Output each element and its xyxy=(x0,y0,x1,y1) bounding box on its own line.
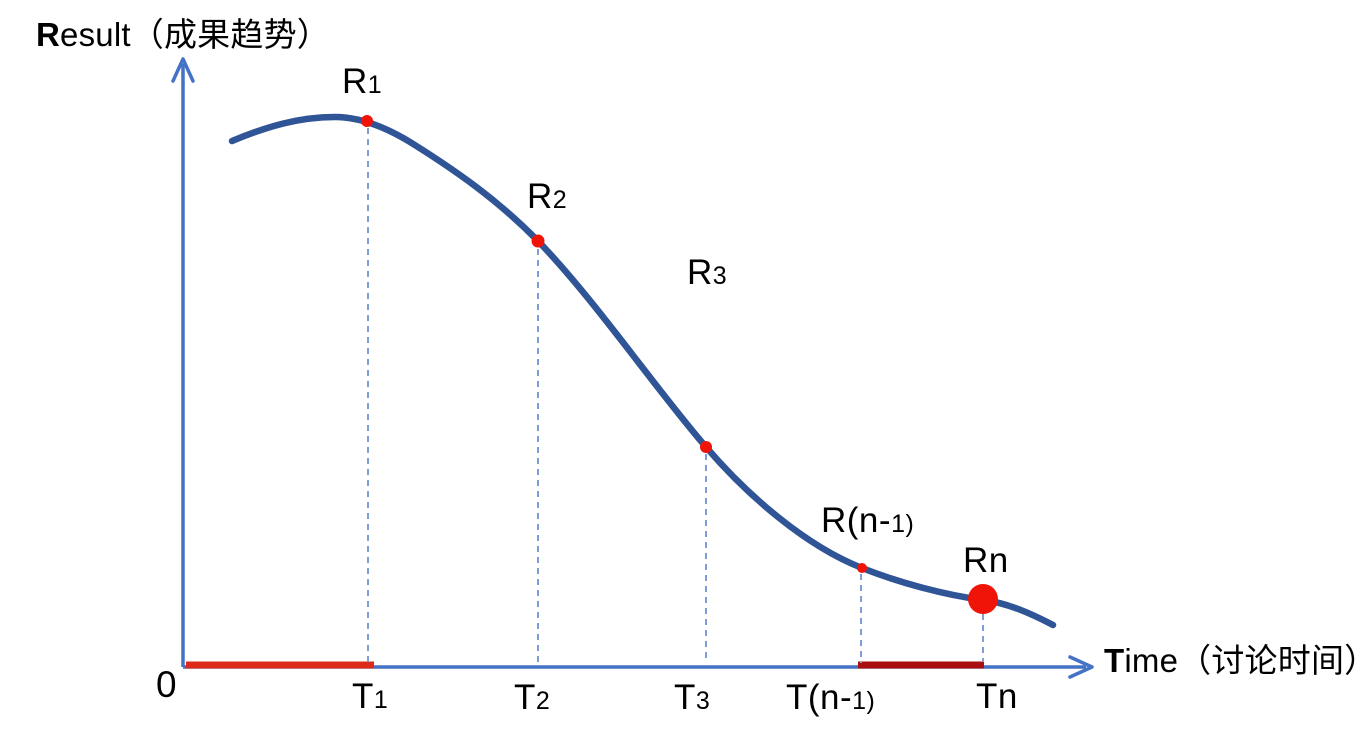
droplines-group xyxy=(367,128,984,663)
x-axis-title: Time（讨论时间） xyxy=(1104,644,1361,677)
result-label-r2-sub: 2 xyxy=(552,186,568,214)
time-label-tn-1-main: T(n- xyxy=(786,678,853,717)
point-rn1 xyxy=(857,563,867,573)
point-rn xyxy=(968,584,998,614)
x-axis-arrow-icon xyxy=(1068,655,1094,679)
result-label-r3-main: R xyxy=(687,253,713,292)
point-r2 xyxy=(531,234,545,248)
x-axis-title-rest: ime xyxy=(1124,642,1179,679)
time-label-t2-sub: 2 xyxy=(535,687,551,715)
time-label-t3: T3 xyxy=(674,680,710,715)
result-label-r3: R3 xyxy=(687,255,727,290)
result-label-r3-sub: 3 xyxy=(712,262,728,290)
time-label-tn-1-sub: 1) xyxy=(852,687,876,715)
time-label-t2-main: T xyxy=(514,678,536,717)
result-label-r2-main: R xyxy=(527,177,553,216)
time-label-tn-main: Tn xyxy=(976,677,1018,716)
time-label-t2: T2 xyxy=(514,680,550,715)
result-label-rn-main: Rn xyxy=(963,541,1009,580)
x-axis-title-cjk: （讨论时间） xyxy=(1178,642,1361,679)
point-r1 xyxy=(361,115,373,127)
time-label-t1: T1 xyxy=(352,679,388,714)
result-label-r1-main: R xyxy=(342,62,368,101)
x-axis-title-lead: T xyxy=(1104,642,1125,679)
time-label-t1-sub: 1 xyxy=(373,686,389,714)
time-label-tn-1: T(n-1) xyxy=(786,680,875,715)
result-label-r1: R1 xyxy=(342,64,382,99)
origin-label: 0 xyxy=(156,664,178,705)
result-label-r1-sub: 1 xyxy=(367,71,383,99)
time-label-t3-sub: 3 xyxy=(695,687,711,715)
result-label-rn-1: R(n-1) xyxy=(821,503,914,538)
trend-curve xyxy=(228,113,1057,629)
y-axis-title-cjk: （成果趋势） xyxy=(130,16,330,53)
time-label-tn: Tn xyxy=(976,679,1018,714)
y-axis-title: Result（成果趋势） xyxy=(36,18,330,51)
y-axis-title-lead: R xyxy=(36,16,61,53)
result-label-r2: R2 xyxy=(527,179,567,214)
result-label-rn-1-main: R(n- xyxy=(821,501,892,540)
y-axis-arrow-icon xyxy=(171,57,195,83)
result-label-rn: Rn xyxy=(963,543,1009,578)
time-label-t3-main: T xyxy=(674,678,696,717)
result-label-rn-1-sub: 1) xyxy=(891,510,915,538)
point-r3 xyxy=(700,441,712,453)
time-label-t1-main: T xyxy=(352,677,374,716)
y-axis-title-rest: esult xyxy=(60,16,131,53)
